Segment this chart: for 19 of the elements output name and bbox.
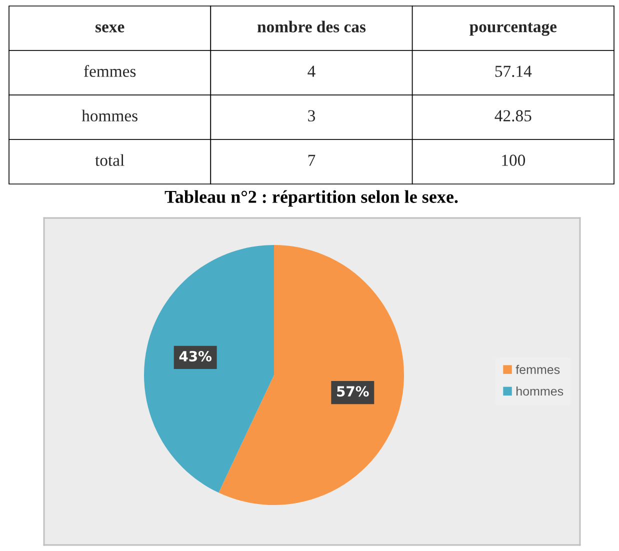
- text: 3: [308, 110, 316, 122]
- text: 42.85: [494, 110, 532, 122]
- data-label: 43%: [179, 350, 212, 362]
- pie-slice: [144, 245, 274, 493]
- text: Tableau n°2 : répartition selon le sexe.: [164, 190, 458, 207]
- text: sexe: [96, 24, 124, 32]
- category-label: total: [95, 154, 124, 166]
- category-label: femmes: [84, 65, 136, 77]
- category-label: hommes: [82, 110, 138, 122]
- text: 57.14: [495, 66, 532, 77]
- text: 7: [308, 154, 316, 166]
- category-label: nombre des cas: [257, 20, 366, 32]
- category-label: pourcentage: [470, 22, 557, 36]
- legend-label: hommes: [516, 386, 564, 396]
- text: 4: [308, 66, 316, 77]
- pie-slice: [218, 245, 404, 505]
- legend-label: femmes: [516, 364, 560, 374]
- text: 100: [502, 154, 526, 166]
- data-label: 57%: [337, 386, 369, 397]
